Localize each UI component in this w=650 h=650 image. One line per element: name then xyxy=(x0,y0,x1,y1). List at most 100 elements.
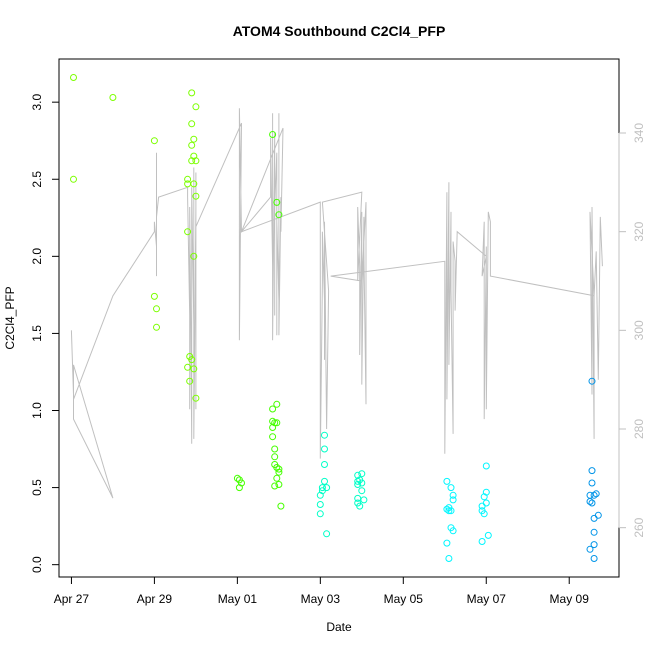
data-point-s0-18 xyxy=(190,135,198,143)
y-axis-label: C2Cl4_PFP xyxy=(3,286,17,349)
data-point-s2-2 xyxy=(316,510,324,518)
right-axis-line xyxy=(70,108,603,499)
x-tick-label: May 01 xyxy=(218,592,258,606)
data-point-s2-13 xyxy=(354,481,362,488)
data-point-s1-4 xyxy=(269,131,277,138)
data-point-s2-12 xyxy=(354,477,362,485)
data-point-s4-1 xyxy=(586,498,594,505)
x-axis: Apr 27 Apr 29 May 01 May 03 May 05 May 07 May … xyxy=(54,576,590,606)
data-point-s3-7 xyxy=(447,507,455,515)
scatter-points xyxy=(70,74,602,562)
data-point-s0-24 xyxy=(192,157,200,165)
data-point-s0-21 xyxy=(190,252,198,260)
data-point-s3-16 xyxy=(480,510,488,518)
y2-tick-label: 320 xyxy=(632,221,646,241)
y-tick-label: 1.0 xyxy=(30,402,44,419)
data-point-s2-18 xyxy=(358,470,366,478)
data-point-s4-10 xyxy=(590,541,598,549)
data-point-s0-5 xyxy=(153,305,160,313)
data-point-s1-13 xyxy=(271,482,279,490)
data-point-s4-5 xyxy=(588,479,596,487)
y2-tick-label: 260 xyxy=(632,517,646,537)
data-point-s1-8 xyxy=(269,433,277,441)
data-point-s2-8 xyxy=(321,477,328,485)
data-point-s0-13 xyxy=(188,89,196,97)
data-point-s0-10 xyxy=(184,363,192,371)
data-point-s0-4 xyxy=(150,292,158,300)
data-point-s0-26 xyxy=(192,394,200,402)
y-axis-left: 0.0 0.5 1.0 1.5 2.0 2.5 3.0 xyxy=(30,94,60,573)
data-point-s0-22 xyxy=(190,365,198,373)
data-point-s0-25 xyxy=(192,192,200,200)
data-point-s0-6 xyxy=(153,323,160,331)
data-point-s3-0 xyxy=(443,477,451,485)
x-tick-label: May 03 xyxy=(301,592,341,606)
data-point-s3-17 xyxy=(482,462,490,470)
data-point-s4-3 xyxy=(588,377,596,385)
data-point-s2-9 xyxy=(323,484,331,492)
data-point-s1-0 xyxy=(233,474,241,482)
data-point-s3-20 xyxy=(484,531,492,539)
data-point-s3-6 xyxy=(447,484,455,492)
data-point-s1-3 xyxy=(238,479,245,487)
data-point-s0-8 xyxy=(184,180,192,188)
data-point-s3-1 xyxy=(443,505,451,513)
data-point-s4-11 xyxy=(590,555,598,562)
data-point-s0-14 xyxy=(188,120,196,128)
y-tick-label: 0.0 xyxy=(30,556,44,573)
x-tick-label: Apr 29 xyxy=(137,592,173,606)
data-point-s2-20 xyxy=(358,487,366,495)
data-point-s4-8 xyxy=(590,514,598,522)
data-point-s1-9 xyxy=(271,419,279,427)
data-point-s4-9 xyxy=(590,528,598,536)
data-point-s2-1 xyxy=(316,501,324,508)
data-point-s3-19 xyxy=(482,499,490,507)
data-point-s4-12 xyxy=(592,490,600,498)
y2-tick-label: 300 xyxy=(632,320,646,340)
data-point-s2-4 xyxy=(318,484,326,492)
x-axis-label: Date xyxy=(326,620,352,634)
data-point-s4-13 xyxy=(594,511,602,519)
data-point-s3-4 xyxy=(445,507,453,515)
data-point-s3-9 xyxy=(449,491,457,499)
data-point-s2-6 xyxy=(321,445,328,453)
y-tick-label: 3.0 xyxy=(30,94,44,111)
data-point-s2-14 xyxy=(354,494,362,502)
x-tick-label: May 09 xyxy=(550,592,590,606)
data-point-s2-10 xyxy=(323,530,331,538)
data-point-s0-20 xyxy=(190,180,198,188)
y-tick-label: 2.0 xyxy=(30,248,44,265)
x-tick-label: May 07 xyxy=(467,592,507,606)
data-point-s0-12 xyxy=(186,377,194,385)
plot-area xyxy=(58,58,620,578)
data-point-s1-16 xyxy=(273,419,281,427)
data-point-s1-22 xyxy=(275,481,283,488)
data-point-s1-23 xyxy=(277,502,285,510)
right-axis-series xyxy=(70,108,603,499)
data-point-s0-9 xyxy=(184,228,192,236)
data-point-s0-7 xyxy=(184,175,192,183)
y2-tick-label: 280 xyxy=(632,419,646,439)
x-tick-label: Apr 27 xyxy=(54,592,90,606)
data-point-s0-15 xyxy=(188,141,196,149)
chart-title: ATOM4 Southbound C2Cl4_PFP xyxy=(233,23,446,39)
data-point-s3-10 xyxy=(449,496,457,504)
data-point-s1-21 xyxy=(275,468,283,476)
data-point-s2-17 xyxy=(356,502,364,510)
data-point-s3-14 xyxy=(478,538,486,545)
data-point-s2-7 xyxy=(321,461,328,468)
x-tick-label: May 05 xyxy=(384,592,424,606)
data-point-s2-21 xyxy=(360,496,368,504)
data-point-s0-2 xyxy=(109,94,117,101)
data-point-s0-3 xyxy=(150,137,158,145)
y-tick-label: 0.5 xyxy=(30,479,44,496)
data-point-s4-2 xyxy=(586,545,594,553)
data-point-s0-0 xyxy=(70,74,77,81)
y-tick-label: 1.5 xyxy=(30,325,44,342)
data-point-s4-7 xyxy=(590,491,598,499)
data-point-s1-10 xyxy=(271,445,279,453)
data-point-s1-15 xyxy=(273,400,281,408)
data-point-s4-4 xyxy=(588,467,596,475)
data-point-s1-11 xyxy=(271,453,279,461)
